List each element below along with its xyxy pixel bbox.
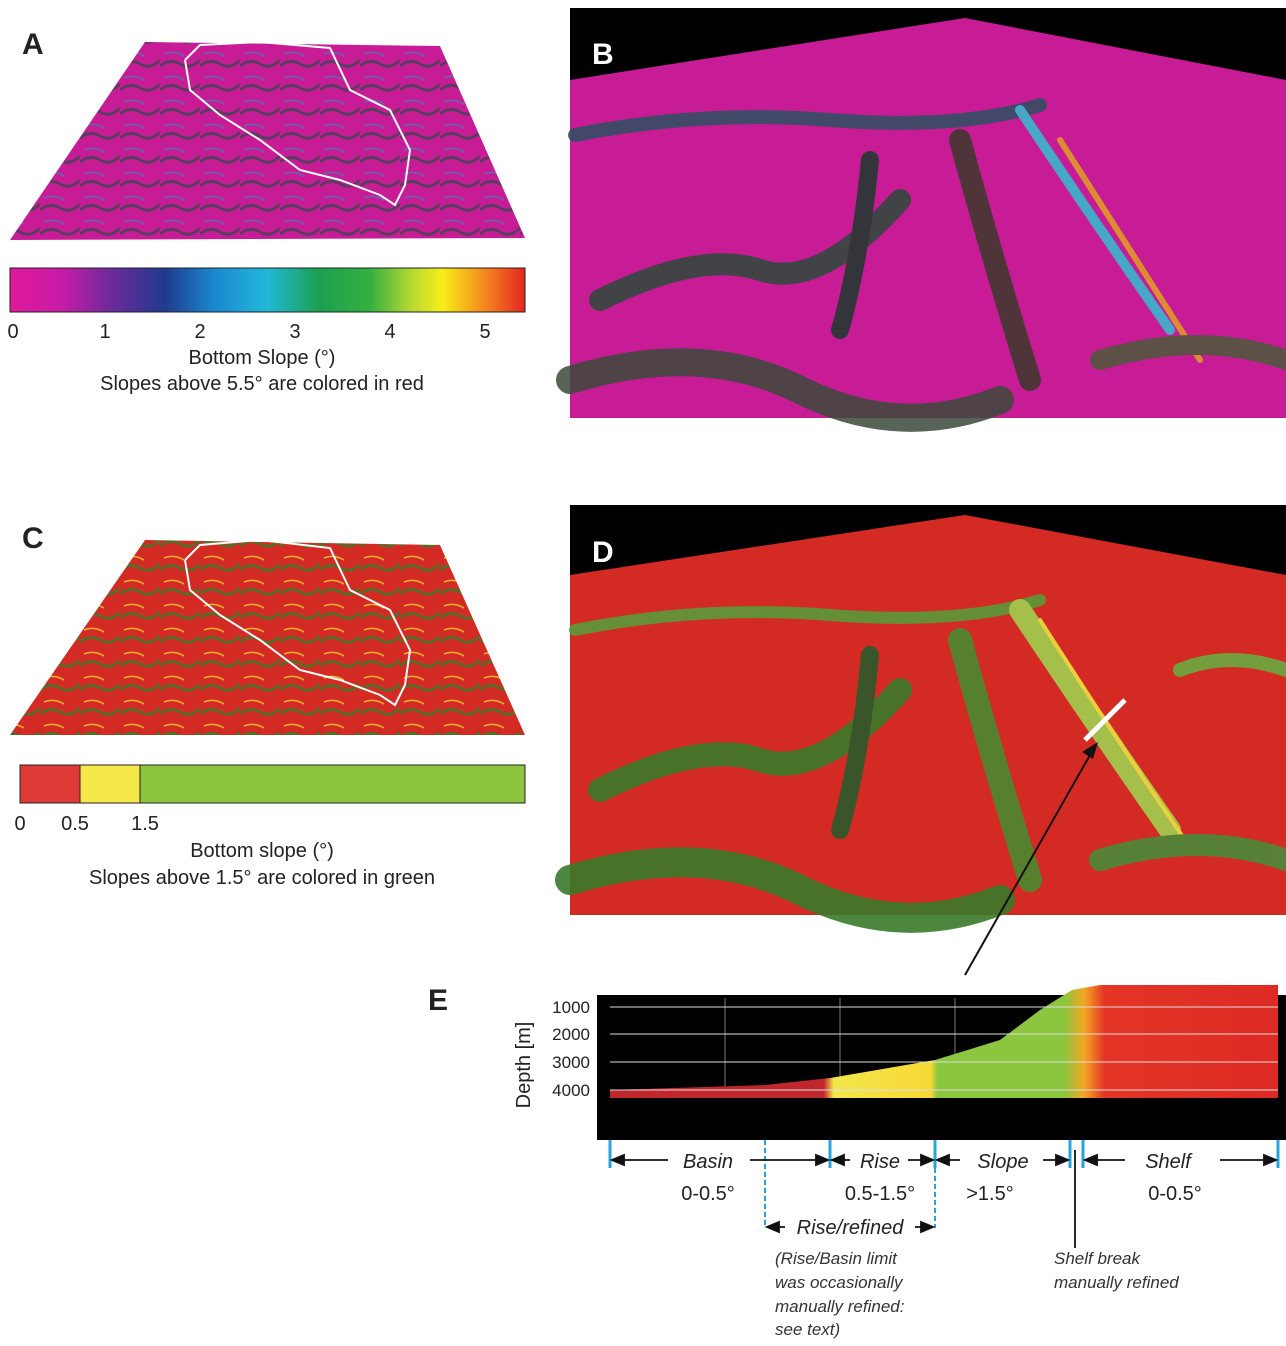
note-line: see text) bbox=[775, 1320, 840, 1339]
zone-name: Basin bbox=[683, 1151, 733, 1173]
zone-range: 0-0.5° bbox=[1148, 1183, 1202, 1205]
tick-label: 3 bbox=[289, 321, 300, 343]
panel-label: E bbox=[428, 984, 448, 1017]
tick-label: 0.5 bbox=[61, 813, 89, 835]
map bbox=[10, 42, 525, 240]
colorbar bbox=[10, 268, 525, 312]
tick-label: 5 bbox=[479, 321, 490, 343]
colorbar-segment bbox=[20, 765, 80, 803]
panel-label: A bbox=[22, 28, 44, 61]
panel-label: D bbox=[592, 536, 614, 569]
note-line: manually refined bbox=[1054, 1273, 1179, 1292]
colorbar-note: Slopes above 1.5° are colored in green bbox=[89, 867, 435, 889]
zone-range: >1.5° bbox=[966, 1183, 1013, 1205]
y-tick-label: 2000 bbox=[552, 1025, 590, 1044]
colorbar-note: Slopes above 5.5° are colored in red bbox=[100, 373, 424, 395]
zone-name: Shelf bbox=[1145, 1151, 1193, 1173]
y-tick-label: 1000 bbox=[552, 998, 590, 1017]
refined-zone-name: Rise/refined bbox=[797, 1217, 905, 1239]
zone-name: Slope bbox=[977, 1151, 1028, 1173]
tick-label: 0 bbox=[7, 321, 18, 343]
y-tick-label: 4000 bbox=[552, 1081, 590, 1100]
tick-label: 1 bbox=[99, 321, 110, 343]
tick-label: 0 bbox=[14, 813, 25, 835]
figure: A 0 1 2 3 4 5 Bottom Slope (°) Slopes ab… bbox=[0, 0, 1286, 1341]
zone-name: Rise bbox=[860, 1151, 900, 1173]
tick-label: 1.5 bbox=[131, 813, 159, 835]
note-line: manually refined: bbox=[775, 1297, 905, 1316]
tick-label: 4 bbox=[384, 321, 395, 343]
colorbar-segment bbox=[80, 765, 140, 803]
colorbar-segment bbox=[140, 765, 525, 803]
zone-range: 0.5-1.5° bbox=[845, 1183, 915, 1205]
zone-range: 0-0.5° bbox=[681, 1183, 735, 1205]
y-tick-label: 3000 bbox=[552, 1053, 590, 1072]
colorbar-title: Bottom slope (°) bbox=[190, 840, 334, 862]
map bbox=[10, 540, 525, 735]
tick-label: 2 bbox=[194, 321, 205, 343]
panel-label: C bbox=[22, 522, 44, 555]
note-line: (Rise/Basin limit bbox=[775, 1249, 898, 1268]
note-line: was occasionally bbox=[775, 1273, 904, 1292]
y-axis-label: Depth [m] bbox=[513, 1022, 535, 1109]
note-line: Shelf break bbox=[1054, 1249, 1141, 1268]
panel-label: B bbox=[592, 38, 614, 71]
colorbar-title: Bottom Slope (°) bbox=[189, 347, 336, 369]
